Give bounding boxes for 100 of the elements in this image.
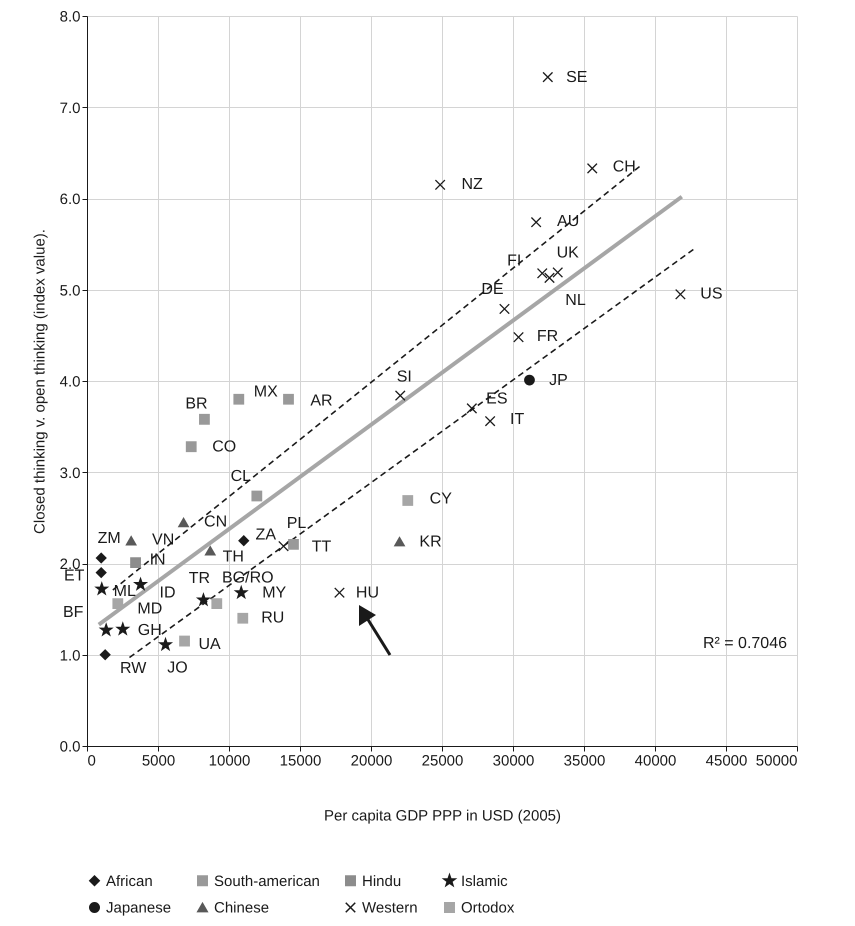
point	[186, 441, 197, 452]
point	[96, 567, 107, 578]
annotation: BG/RO	[222, 570, 274, 587]
annotation: ML	[114, 583, 136, 600]
x-tick-label: 40000	[634, 752, 676, 770]
point	[96, 552, 107, 564]
point	[586, 162, 598, 174]
annotation: R² = 0.7046	[702, 635, 788, 652]
annotation: BF	[62, 604, 84, 622]
point	[334, 587, 345, 598]
annotation: RW	[120, 660, 148, 677]
annotation: ZM	[98, 530, 121, 548]
y-tick-label: 8.0	[60, 8, 80, 26]
y-tick-label: 5.0	[60, 282, 80, 300]
x-axis-title: Per capita GDP PPP in USD (2005)	[324, 808, 562, 824]
point	[288, 538, 299, 550]
annotation: CL	[230, 468, 252, 485]
annotation: UK	[556, 244, 580, 262]
point	[394, 390, 406, 401]
x-tick-label: 5000	[142, 752, 176, 770]
annotation: ID	[160, 584, 176, 602]
annotation: GH	[138, 622, 162, 640]
annotation: UA	[198, 636, 221, 654]
point	[237, 612, 248, 624]
point	[283, 394, 294, 405]
annotation: PL	[286, 515, 306, 532]
point	[675, 288, 686, 300]
x-tick-label: 25000	[422, 752, 464, 770]
y-axis-title: Closed thinking v. open thinking (index value).	[32, 229, 49, 534]
y-tick-label: 0.0	[60, 738, 80, 756]
annotation: NL	[565, 292, 586, 309]
annotation: RU	[261, 609, 284, 626]
point	[126, 536, 137, 546]
point	[159, 638, 172, 650]
point	[484, 416, 496, 427]
annotation: JO	[167, 660, 188, 677]
point	[238, 535, 250, 546]
legend-label: Western	[362, 900, 418, 916]
point	[179, 636, 190, 646]
annotation: CH	[612, 158, 636, 176]
annotation: BR	[185, 395, 208, 412]
y-tick-label: 7.0	[60, 100, 80, 117]
point	[544, 272, 555, 284]
point	[204, 546, 216, 556]
annotation: MX	[254, 383, 278, 400]
annotation: SE	[566, 69, 588, 86]
annotation: MY	[262, 584, 287, 602]
point	[100, 649, 111, 660]
legend-label: Chinese	[214, 900, 270, 916]
point	[211, 598, 222, 610]
point	[524, 374, 535, 386]
point	[233, 394, 244, 405]
annotation: IN	[150, 552, 166, 569]
point	[95, 582, 108, 594]
x-tick-label: 30000	[492, 752, 534, 770]
point	[130, 557, 141, 568]
point	[434, 179, 446, 190]
annotation: IT	[510, 411, 524, 428]
x-tick-label: 50000	[756, 752, 798, 770]
annotation: KR	[419, 534, 442, 551]
annotation: TT	[312, 538, 332, 556]
x-tick-label: 35000	[564, 752, 606, 770]
annotation: HU	[356, 584, 380, 602]
annotation: VN	[152, 532, 174, 549]
point	[394, 536, 405, 546]
x-tick-label: 10000	[208, 752, 250, 770]
legend-label: Hindu	[362, 872, 402, 890]
point	[499, 304, 510, 314]
point	[542, 72, 554, 83]
annotation: FR	[536, 328, 558, 346]
point	[178, 518, 189, 528]
annotation: FI	[507, 252, 522, 270]
point	[278, 540, 289, 552]
y-tick-label: 1.0	[60, 647, 80, 664]
annotation: TR	[188, 570, 210, 587]
x-tick-label: 0	[88, 752, 96, 770]
point	[402, 495, 414, 506]
point	[530, 216, 542, 228]
point	[513, 332, 524, 343]
annotation: MD	[137, 600, 162, 618]
point	[134, 578, 147, 590]
annotation: DE	[481, 280, 504, 298]
point	[466, 402, 478, 414]
annotation: CO	[212, 438, 236, 456]
legend-label: African	[106, 872, 153, 890]
annotation: AR	[310, 392, 333, 410]
annotation: SI	[396, 368, 412, 386]
point	[536, 268, 548, 279]
annotation: TH	[222, 548, 244, 566]
annotation: ZA	[256, 526, 276, 544]
point	[199, 414, 210, 425]
y-tick-label: 4.0	[60, 374, 80, 390]
annotation: JP	[549, 372, 568, 390]
annotation: CY	[430, 490, 452, 508]
annotation: US	[700, 285, 723, 302]
legend-label: Japanese	[106, 900, 172, 916]
y-tick-label: 6.0	[60, 191, 80, 208]
point	[116, 622, 130, 635]
point	[234, 586, 248, 598]
point	[100, 624, 112, 636]
